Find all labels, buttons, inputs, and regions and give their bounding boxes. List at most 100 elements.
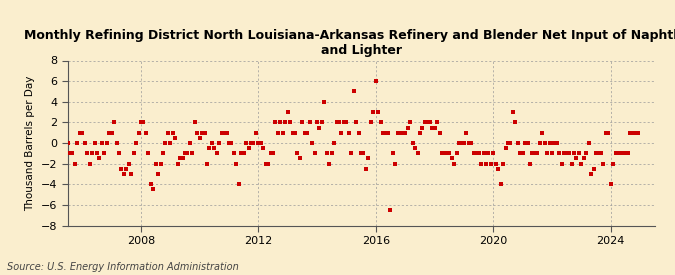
Point (556, 161, 567, 166)
Point (336, 131, 347, 135)
Point (620, 151, 630, 156)
Point (478, 151, 489, 156)
Point (568, 151, 579, 156)
Point (551, 141, 562, 145)
Point (402, 125, 413, 130)
Point (207, 141, 217, 145)
Point (371, 79, 381, 83)
Point (263, 161, 273, 166)
Point (302, 131, 313, 135)
Point (517, 151, 528, 156)
Point (121, 167, 132, 171)
Point (182, 151, 192, 156)
Point (143, 151, 154, 156)
Point (265, 151, 276, 156)
Point (72, 141, 82, 145)
Point (576, 161, 587, 166)
Point (229, 151, 240, 156)
Point (326, 151, 337, 156)
Point (187, 151, 198, 156)
Point (155, 161, 166, 166)
Point (348, 89, 359, 94)
Point (214, 141, 225, 145)
Point (250, 131, 261, 135)
Point (422, 120, 433, 125)
Point (468, 151, 479, 156)
Point (532, 151, 543, 156)
Point (297, 120, 308, 125)
Point (344, 131, 354, 135)
Point (204, 146, 215, 150)
Point (77, 131, 88, 135)
Point (437, 151, 448, 156)
Point (375, 120, 386, 125)
Point (170, 136, 181, 140)
Point (524, 161, 535, 166)
Point (202, 161, 213, 166)
Point (346, 151, 357, 156)
Point (79, 141, 90, 145)
Point (160, 141, 171, 145)
Point (527, 151, 538, 156)
Point (398, 131, 408, 135)
Point (138, 120, 148, 125)
Point (625, 131, 636, 135)
Point (622, 151, 633, 156)
Point (583, 141, 594, 145)
Point (101, 141, 112, 145)
Point (412, 151, 423, 156)
Point (539, 141, 550, 145)
Point (97, 141, 107, 145)
Point (534, 141, 545, 145)
Point (167, 131, 178, 135)
Point (497, 161, 508, 166)
Point (608, 161, 618, 166)
Point (94, 156, 105, 161)
Point (564, 151, 574, 156)
Point (57, 151, 68, 156)
Point (414, 131, 425, 135)
Point (385, 208, 396, 212)
Point (116, 167, 127, 171)
Point (304, 120, 315, 125)
Point (70, 161, 80, 166)
Point (136, 120, 146, 125)
Point (407, 141, 418, 145)
Point (547, 151, 558, 156)
Point (351, 120, 362, 125)
Point (253, 141, 264, 145)
Point (613, 151, 624, 156)
Point (151, 161, 161, 166)
Point (324, 161, 335, 166)
Point (444, 151, 455, 156)
Point (172, 161, 183, 166)
Point (165, 141, 176, 145)
Point (211, 151, 222, 156)
Point (243, 146, 254, 150)
Point (427, 125, 437, 130)
Point (603, 131, 614, 135)
Point (368, 110, 379, 114)
Point (373, 110, 383, 114)
Point (429, 125, 440, 130)
Point (180, 151, 190, 156)
Point (464, 141, 475, 145)
Point (559, 151, 570, 156)
Point (354, 131, 364, 135)
Point (549, 141, 560, 145)
Point (74, 131, 85, 135)
Point (133, 131, 144, 135)
Point (341, 120, 352, 125)
Title: Monthly Refining District North Louisiana-Arkansas Refinery and Blender Net Inpu: Monthly Refining District North Louisian… (24, 29, 675, 57)
Point (395, 131, 406, 135)
Point (126, 172, 136, 176)
Point (62, 141, 73, 145)
Point (60, 161, 71, 166)
Point (86, 151, 97, 156)
Point (483, 151, 493, 156)
Point (500, 146, 511, 150)
Point (216, 131, 227, 135)
Point (456, 141, 467, 145)
Point (632, 131, 643, 135)
Point (600, 131, 611, 135)
